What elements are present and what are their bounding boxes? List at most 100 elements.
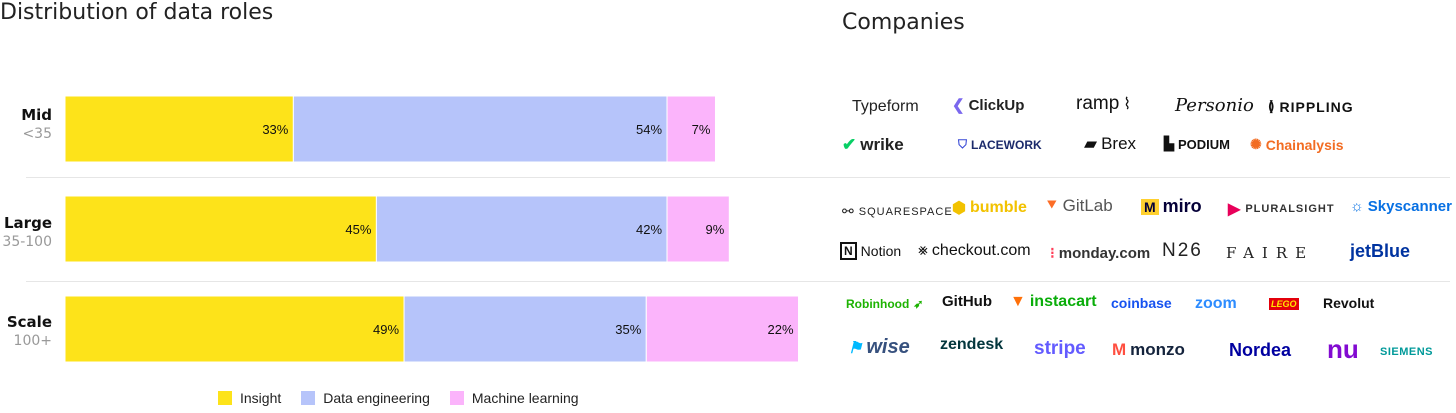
logo-text: FAIRE	[1226, 244, 1315, 262]
bar-value-label: 35%	[615, 322, 641, 337]
bar-scale-machine-learning	[645, 295, 800, 363]
logo-personio: Personio	[1175, 95, 1254, 116]
logo-text: GitHub	[942, 293, 992, 310]
logo-text: monday.com	[1058, 244, 1151, 262]
bar-mid-machine-learning	[666, 95, 716, 163]
row-range: 35-100	[2, 234, 52, 250]
logo-github: GitHub	[942, 293, 992, 310]
legend-swatch-insight	[218, 391, 232, 405]
logo-chainalysis: ✺ Chainalysis	[1250, 136, 1344, 153]
logo-text: bumble	[969, 199, 1027, 216]
pluralsight-play-icon: ▶	[1228, 201, 1242, 218]
logo-text: Notion	[860, 243, 902, 259]
bar-value-label: 49%	[373, 322, 399, 337]
wrike-check-icon: ✔	[842, 135, 857, 154]
wise-flag-icon: ⚑	[848, 339, 863, 357]
logo-brex: ▰ Brex	[1084, 134, 1136, 154]
bar-mid-insight	[64, 95, 294, 163]
logo-text: wrike	[860, 135, 904, 154]
logo-text: instacart	[1029, 293, 1097, 310]
logo-text: Skyscanner	[1367, 198, 1452, 215]
logo-checkout: ⨳ checkout.com	[918, 242, 1031, 260]
row-name: Scale	[6, 313, 52, 331]
logo-pluralsight: ▶ PLURALSIGHT	[1228, 199, 1335, 219]
logo-siemens: SIEMENS	[1380, 346, 1433, 358]
logo-text: GitLab	[1062, 196, 1113, 215]
logo-text: monzo	[1130, 340, 1185, 359]
logo-text: N26	[1162, 240, 1203, 261]
logo-instacart: ▼ instacart	[1010, 293, 1097, 311]
logo-text: LACEWORK	[971, 137, 1042, 152]
logo-monday: ⁝ monday.com	[1050, 244, 1151, 263]
logo-nordea: Nordea	[1229, 340, 1291, 361]
row-label-scale: Scale 100+	[0, 313, 52, 349]
legend-label: Machine learning	[471, 390, 579, 406]
logo-text: PODIUM	[1178, 136, 1230, 152]
logo-zendesk: zendesk	[940, 336, 1003, 354]
legend-item-machine-learning: Machine learning	[449, 390, 579, 406]
bar-large-machine-learning	[666, 195, 730, 263]
legend-item-insight: Insight	[218, 390, 281, 406]
instacart-carrot-icon: ▼	[1010, 293, 1026, 310]
checkout-icon: ⨳	[918, 242, 928, 259]
logo-text: wise	[866, 336, 910, 358]
logo-text: Brex	[1101, 134, 1137, 153]
logo-text: SIEMENS	[1380, 346, 1434, 358]
legend-label: Insight	[240, 390, 282, 406]
logo-wise: ⚑ wise	[848, 336, 910, 359]
bar-large-data-engineering	[375, 195, 668, 263]
logo-n26: N26	[1162, 240, 1203, 262]
logo-text: Revolut	[1323, 295, 1375, 311]
logo-notion: N Notion	[840, 242, 901, 260]
logo-text: RIPPLING	[1279, 98, 1354, 115]
skyscanner-sun-icon: ☼	[1350, 198, 1364, 215]
logo-text: coinbase	[1111, 295, 1172, 311]
logo-text: LEGO	[1271, 299, 1297, 309]
logo-text: ClickUp	[968, 96, 1025, 114]
logo-coinbase: coinbase	[1111, 295, 1172, 311]
logo-jetblue: jetBlue	[1350, 241, 1410, 262]
logo-text: nu	[1327, 334, 1359, 364]
rippling-icon: ≬	[1268, 98, 1276, 114]
logo-robinhood: Robinhood ➶	[846, 297, 923, 311]
row-name: Mid	[21, 106, 52, 124]
logo-clickup: ❮ ClickUp	[952, 96, 1025, 115]
logo-ramp: ramp ⌇	[1076, 93, 1131, 115]
logo-text: Personio	[1175, 95, 1254, 116]
legend-item-data-engineering: Data engineering	[301, 390, 430, 406]
bar-value-label: 54%	[636, 122, 662, 137]
logo-revolut: Revolut	[1323, 295, 1374, 311]
stacked-bar-chart: 33% 54% 7% 45% 42% 9% 49% 35% 22%	[64, 95, 800, 363]
row-range: <35	[22, 126, 52, 142]
bar-mid-data-engineering	[292, 95, 668, 163]
logo-text: SQUARESPACE	[858, 205, 953, 218]
logo-stripe: stripe	[1034, 338, 1086, 360]
logo-text: checkout.com	[931, 242, 1031, 259]
logo-text: zoom	[1195, 295, 1237, 312]
legend-swatch-machine-learning	[449, 391, 464, 405]
bar-scale-insight	[64, 295, 405, 363]
logo-text: Robinhood	[846, 297, 910, 311]
bar-value-label: 9%	[706, 222, 725, 237]
bar-value-label: 22%	[767, 322, 793, 337]
logo-nubank: nu	[1327, 334, 1359, 365]
bumble-icon: ⬢	[952, 200, 966, 217]
squarespace-icon: ⚯	[842, 203, 855, 219]
bar-value-label: 7%	[692, 122, 711, 137]
logo-text: miro	[1162, 196, 1202, 216]
logo-lacework: ⛉ LACEWORK	[958, 137, 1042, 152]
row-range: 100+	[13, 333, 52, 349]
chainalysis-icon: ✺	[1250, 136, 1262, 152]
logo-podium: ▙ PODIUM	[1164, 136, 1230, 152]
monday-icon: ⁝	[1050, 245, 1055, 262]
logo-wrike: ✔ wrike	[842, 135, 904, 155]
notion-icon: N	[840, 242, 857, 260]
row-divider	[26, 281, 1450, 282]
logo-bumble: ⬢ bumble	[952, 198, 1027, 218]
logo-squarespace: ⚯ SQUARESPACE	[842, 203, 953, 220]
bar-scale-data-engineering	[403, 295, 647, 363]
logo-faire: FAIRE	[1226, 244, 1314, 262]
logo-typeform: Typeform	[852, 98, 919, 116]
